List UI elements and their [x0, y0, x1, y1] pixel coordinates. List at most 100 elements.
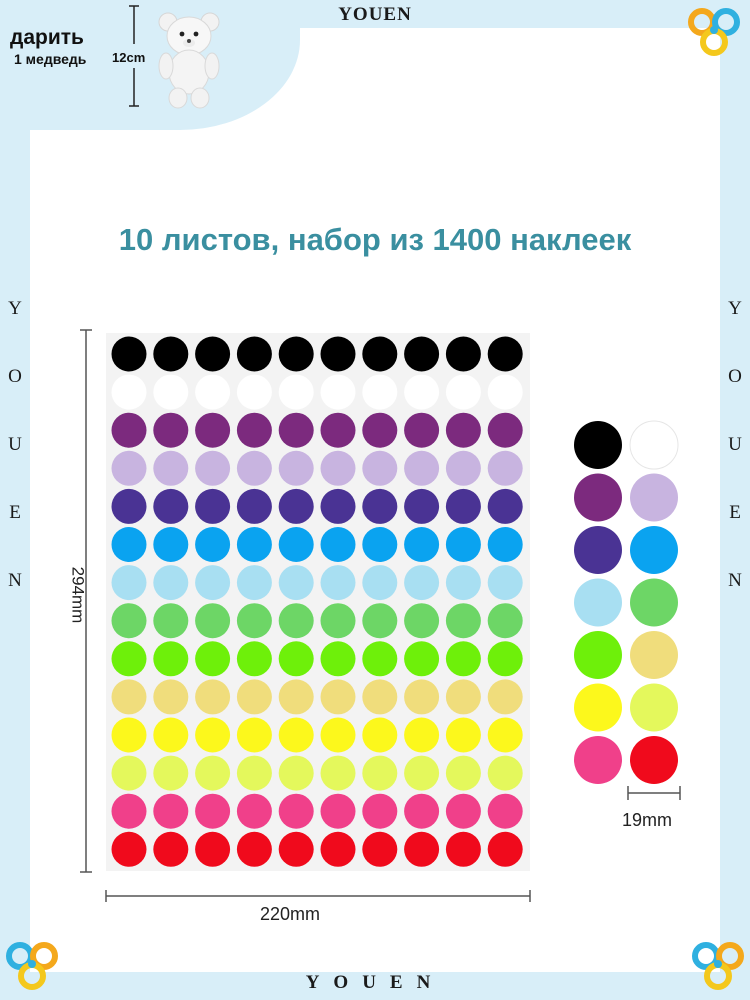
sticker-dot-light-yellow [111, 679, 147, 715]
sticker-dot-red [487, 831, 523, 867]
swatch-light-blue [574, 578, 622, 627]
sticker-dot-yellow [111, 717, 147, 753]
sticker-dot-pink [195, 793, 231, 829]
width-dimension-line [105, 890, 531, 902]
dot-size-label: 19mm [622, 810, 673, 830]
swatch-black [574, 421, 622, 469]
sticker-dot-lime [236, 641, 272, 677]
sticker-dot-white [195, 374, 231, 410]
brand-letter: Y [728, 298, 742, 319]
sticker-dot-yellow-green [153, 755, 189, 791]
sticker-dot-indigo [278, 488, 314, 524]
swatch-white [629, 420, 679, 470]
sticker-dot-black [278, 336, 314, 372]
sticker-dot-white [487, 374, 523, 410]
sticker-grid [111, 336, 523, 867]
sticker-dot-white [362, 374, 398, 410]
sticker-dot-yellow-green [278, 755, 314, 791]
sticker-dot-indigo [445, 488, 481, 524]
sticker-dot-light-blue [362, 565, 398, 601]
sticker-dot-pink [236, 793, 272, 829]
sticker-dot-light-yellow [362, 679, 398, 715]
gift-title: дарить [10, 26, 84, 49]
sticker-dot-red [111, 831, 147, 867]
brand-letter: N [8, 570, 22, 591]
sticker-dot-red [278, 831, 314, 867]
sticker-dot-pink [153, 793, 189, 829]
brand-logo-icon [692, 942, 744, 990]
sticker-dot-lime [195, 641, 231, 677]
sticker-dot-light-yellow [487, 679, 523, 715]
sticker-dot-green [404, 603, 440, 639]
swatch-red [630, 736, 678, 784]
swatch-yellow [574, 683, 622, 732]
gift-subtitle: 1 медведь [14, 51, 87, 67]
sticker-dot-lavender [445, 450, 481, 486]
brand-bottom: YOUEN [305, 972, 445, 993]
sticker-dot-pink [362, 793, 398, 829]
sticker-dot-purple [153, 412, 189, 448]
brand-letter: O [8, 366, 22, 387]
sticker-dot-yellow [195, 717, 231, 753]
sticker-dot-purple [111, 412, 147, 448]
sticker-dot-indigo [111, 488, 147, 524]
sticker-dot-green [320, 603, 356, 639]
sticker-dot-purple [404, 412, 440, 448]
sticker-dot-sky-blue [236, 527, 272, 562]
sticker-dot-lavender [111, 450, 147, 486]
sticker-dot-green [362, 603, 398, 639]
sticker-dot-yellow-green [111, 755, 147, 791]
sticker-dot-green [445, 603, 481, 639]
sticker-dot-light-blue [487, 565, 523, 601]
brand-letter: O [728, 366, 742, 387]
sticker-dot-sky-blue [111, 527, 147, 562]
swatch-indigo [574, 526, 622, 574]
sticker-dot-yellow [153, 717, 189, 753]
sticker-dot-light-blue [320, 565, 356, 601]
swatch-lavender [630, 473, 678, 522]
sticker-sheet [106, 333, 530, 871]
sticker-dot-indigo [487, 488, 523, 524]
brand-side-right: Y O U E N [720, 275, 750, 615]
sticker-dot-black [320, 336, 356, 372]
brand-letter: E [9, 502, 21, 523]
sticker-dot-yellow [404, 717, 440, 753]
sticker-dot-sky-blue [278, 527, 314, 562]
sticker-dot-red [362, 831, 398, 867]
sticker-dot-yellow [487, 717, 523, 753]
sticker-dot-green [111, 603, 147, 639]
swatch-sky-blue [630, 526, 678, 574]
brand-top: YOUEN [338, 4, 412, 25]
sticker-dot-purple [278, 412, 314, 448]
swatch-light-yellow [630, 631, 678, 679]
sticker-dot-black [445, 336, 481, 372]
sticker-dot-yellow [362, 717, 398, 753]
swatch-yellow-green [630, 683, 678, 732]
sticker-dot-yellow [320, 717, 356, 753]
product-title: 10 листов, набор из 1400 наклеек [118, 222, 632, 257]
sticker-dot-light-blue [236, 565, 272, 601]
sticker-dot-indigo [404, 488, 440, 524]
sticker-dot-lavender [278, 450, 314, 486]
sticker-dot-purple [195, 412, 231, 448]
sticker-dot-green [153, 603, 189, 639]
sticker-dot-light-blue [153, 565, 189, 601]
sticker-dot-white [278, 374, 314, 410]
sticker-dot-pink [278, 793, 314, 829]
swatch-green [630, 578, 678, 627]
sticker-dot-light-blue [278, 565, 314, 601]
sticker-dot-indigo [236, 488, 272, 524]
swatch-pink [574, 736, 622, 784]
height-dimension-line [80, 329, 92, 873]
sticker-dot-lime [153, 641, 189, 677]
sticker-dot-green [236, 603, 272, 639]
sticker-dot-lavender [362, 450, 398, 486]
sticker-dot-lavender [404, 450, 440, 486]
sticker-dot-yellow [445, 717, 481, 753]
sticker-dot-yellow [236, 717, 272, 753]
sticker-dot-white [320, 374, 356, 410]
sticker-dot-red [195, 831, 231, 867]
sticker-dot-yellow-green [320, 755, 356, 791]
sticker-dot-white [111, 374, 147, 410]
sticker-dot-indigo [195, 488, 231, 524]
